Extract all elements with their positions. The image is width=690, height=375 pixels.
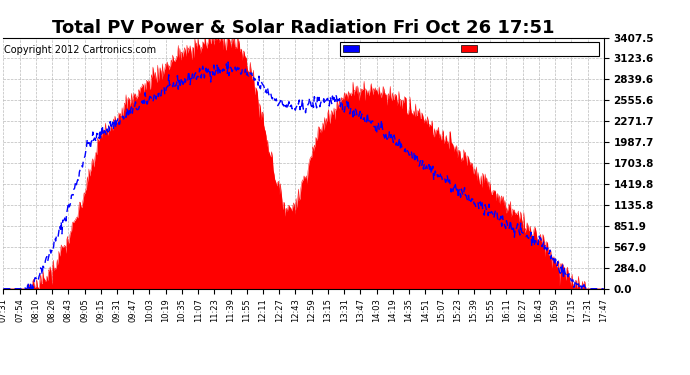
Title: Total PV Power & Solar Radiation Fri Oct 26 17:51: Total PV Power & Solar Radiation Fri Oct… — [52, 20, 555, 38]
Text: Copyright 2012 Cartronics.com: Copyright 2012 Cartronics.com — [4, 45, 156, 55]
Legend: Radiation  (W/m2), PV Panels  (DC Watts): Radiation (W/m2), PV Panels (DC Watts) — [340, 42, 599, 56]
